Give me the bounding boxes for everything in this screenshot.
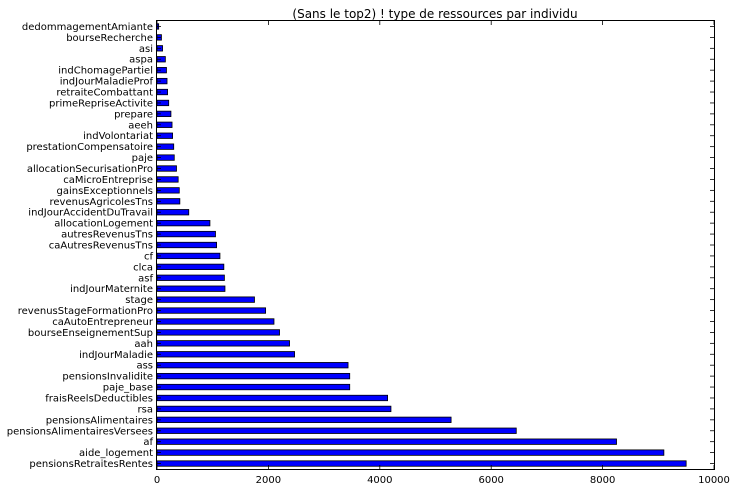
bar-pensionsInvalidite — [156, 372, 351, 380]
x-tick-label: 0 — [154, 475, 160, 486]
category-label: allocationLogement — [54, 219, 153, 230]
category-label: paje — [132, 153, 153, 164]
category-label: cf — [144, 251, 153, 262]
category-label: revenusStageFormationPro — [18, 306, 153, 317]
category-label: paje_base — [103, 383, 153, 394]
bar-clca — [156, 263, 225, 270]
bar-pensionsAlimentairesVersees — [156, 427, 517, 434]
x-tick-label: 2000 — [256, 475, 281, 486]
bar-paje_base — [156, 383, 351, 391]
category-label: indJourMaladie — [79, 350, 153, 361]
bar-aide_logement — [156, 449, 665, 456]
bar-pensionsRetraitesRentes — [156, 460, 687, 467]
chart-title: (Sans le top2) ! type de ressources par … — [292, 7, 577, 21]
category-labels: dedommagementAmiantebourseRechercheasias… — [7, 22, 714, 470]
category-label: aah — [134, 339, 153, 350]
category-label: aspa — [129, 55, 153, 66]
category-label: indJourMaladieProf — [60, 77, 154, 88]
bar-indJourAccidentDuTravail — [156, 209, 190, 216]
category-label: caMicroEntreprise — [63, 175, 153, 186]
category-label: indJourMaternite — [70, 284, 153, 295]
category-label: pensionsAlimentaires — [46, 415, 153, 426]
category-label: pensionsInvalidite — [62, 372, 153, 383]
category-label: stage — [125, 295, 153, 306]
category-label: caAutoEntrepreneur — [52, 317, 154, 328]
bar-revenusStageFormationPro — [156, 307, 267, 314]
category-label: allocationSecurisationPro — [27, 164, 153, 175]
bar-caAutresRevenusTns — [156, 241, 217, 249]
category-label: af — [143, 437, 153, 448]
category-label: clca — [133, 262, 153, 273]
bar-stage — [156, 296, 255, 303]
category-label: gainsExceptionnels — [57, 186, 154, 197]
bar-allocationLogement — [156, 220, 211, 227]
bar-aah — [156, 340, 290, 347]
category-label: indChomagePartiel — [58, 66, 153, 77]
bar-pensionsAlimentaires — [156, 416, 452, 423]
category-label: fraisReelsDeductibles — [45, 393, 153, 404]
bar-indJourMaternite — [156, 285, 226, 292]
bar-ass — [156, 362, 349, 369]
bar-asf — [156, 274, 225, 281]
category-label: bourseEnseignementSup — [28, 328, 153, 339]
bar-indJourMaladie — [156, 351, 295, 358]
bar-bourseEnseignementSup — [156, 329, 280, 336]
category-label: pensionsAlimentairesVersees — [7, 426, 153, 437]
bar-caAutoEntrepreneur — [156, 318, 275, 325]
category-label: revenusAgricolesTns — [50, 197, 154, 208]
category-label: aeeh — [128, 120, 153, 131]
category-label: primeRepriseActivite — [49, 98, 153, 109]
bar-rsa — [156, 405, 392, 413]
category-label: aide_logement — [79, 448, 153, 459]
x-tick-label: 8000 — [590, 475, 615, 486]
x-tick-label: 6000 — [478, 475, 503, 486]
category-label: prepare — [114, 109, 153, 120]
x-axis-ticks: 0 2000 4000 6000 8000 10000 — [154, 21, 730, 486]
bar-af — [156, 438, 617, 445]
x-tick-label: 4000 — [367, 475, 392, 486]
plot-frame — [156, 20, 715, 470]
x-tick-label: 10000 — [698, 475, 730, 486]
bar-fraisReelsDeductibles — [156, 394, 388, 402]
category-label: dedommagementAmiante — [22, 22, 153, 33]
category-label: indJourAccidentDuTravail — [28, 208, 153, 219]
category-label: prestationCompensatoire — [26, 142, 153, 153]
category-label: ass — [136, 361, 153, 372]
category-label: bourseRecherche — [66, 33, 153, 44]
category-label: asf — [138, 273, 153, 284]
category-label: rsa — [138, 404, 153, 415]
bars-group — [156, 23, 687, 467]
category-label: retraiteCombattant — [56, 88, 153, 99]
category-label: pensionsRetraitesRentes — [29, 459, 153, 470]
category-label: asi — [139, 44, 153, 55]
category-label: indVolontariat — [83, 131, 153, 142]
category-label: autresRevenusTns — [61, 230, 153, 241]
bar-autresRevenusTns — [156, 230, 216, 238]
bar-cf — [156, 252, 221, 260]
category-label: caAutresRevenusTns — [49, 241, 153, 252]
